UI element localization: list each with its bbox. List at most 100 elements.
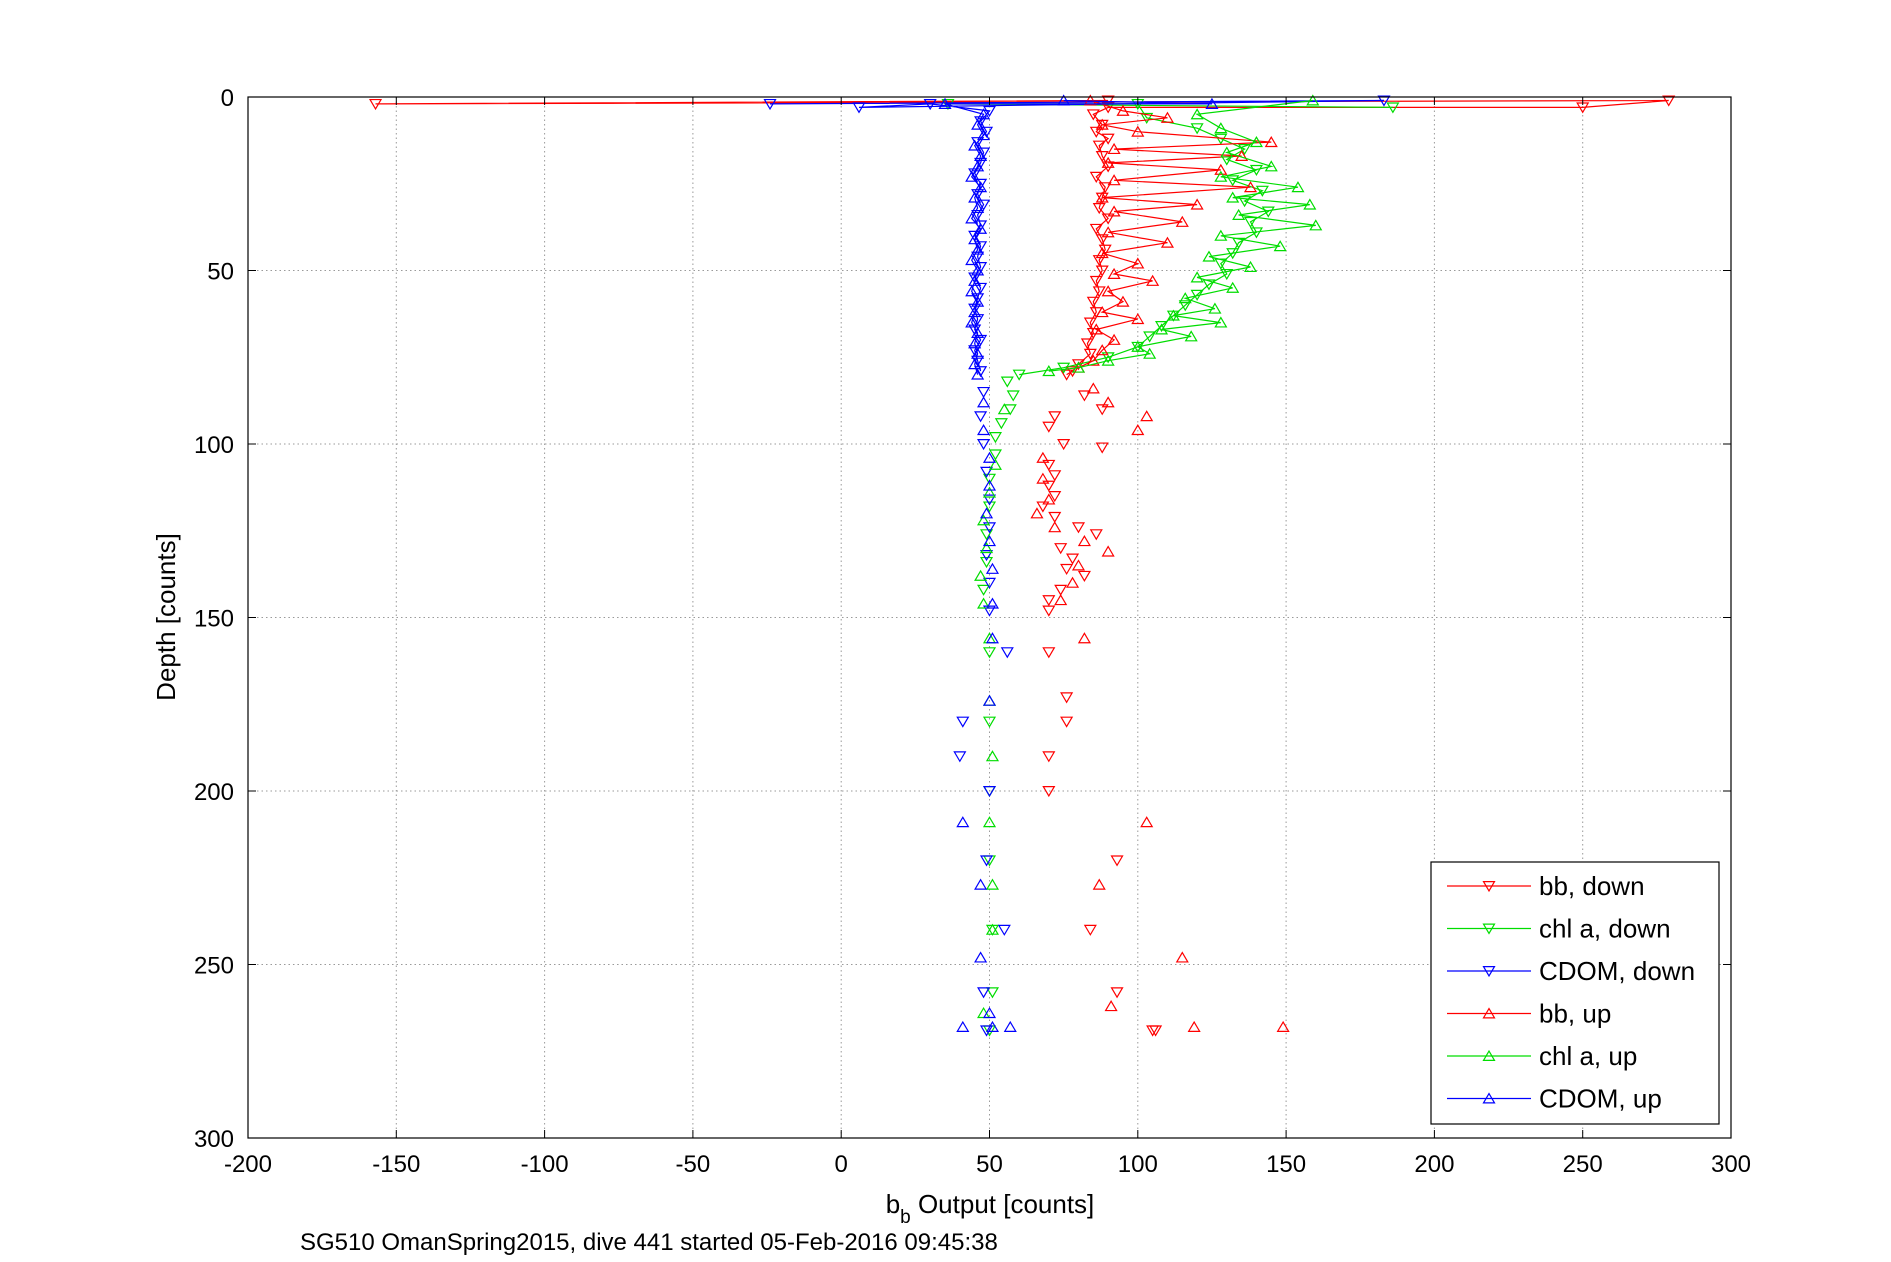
- legend-entry: chl a, up: [1539, 1041, 1637, 1071]
- y-tick-label: 150: [194, 606, 234, 633]
- data-point: [1060, 692, 1074, 704]
- data-point: [1264, 160, 1278, 172]
- data-point: [1060, 563, 1074, 576]
- data-point: [968, 230, 982, 242]
- data-point: [1095, 404, 1109, 416]
- data-point: [1101, 226, 1115, 238]
- data-point: [974, 181, 988, 193]
- data-point: [1190, 123, 1204, 135]
- data-point: [1054, 543, 1068, 555]
- data-point: [971, 160, 985, 172]
- data-point: [1057, 362, 1071, 374]
- data-point: [1184, 330, 1198, 342]
- data-point: [1086, 382, 1100, 394]
- data-point: [1107, 267, 1121, 279]
- data-point: [1131, 125, 1145, 137]
- data-point: [979, 507, 994, 519]
- legend-marker: [1482, 1007, 1496, 1019]
- data-point: [1166, 309, 1180, 321]
- data-point: [1146, 274, 1160, 286]
- data-point: [1092, 878, 1106, 890]
- caption: SG510 OmanSpring2015, dive 441 started 0…: [300, 1229, 998, 1256]
- series-line: [944, 99, 1213, 375]
- data-point: [1012, 369, 1026, 381]
- data-point: [1101, 102, 1115, 114]
- data-point: [1309, 219, 1323, 231]
- data-point: [985, 597, 1000, 609]
- data-point: [1000, 376, 1014, 388]
- data-point: [1154, 321, 1169, 333]
- data-point: [965, 285, 979, 297]
- data-point: [1291, 181, 1305, 193]
- data-point: [1042, 647, 1056, 659]
- data-point: [1095, 344, 1109, 356]
- data-point: [971, 368, 985, 380]
- data-point: [971, 295, 985, 307]
- data-point: [1042, 605, 1056, 617]
- data-point: [997, 403, 1011, 415]
- data-point: [1060, 369, 1074, 381]
- series-line: [769, 99, 1385, 372]
- data-point: [979, 466, 994, 478]
- data-point: [1249, 135, 1263, 148]
- data-point: [956, 816, 970, 828]
- data-point: [1095, 265, 1109, 277]
- data-point: [968, 337, 982, 349]
- data-point: [985, 923, 1000, 935]
- y-tick-label: 0: [221, 85, 234, 112]
- data-point: [1057, 439, 1071, 451]
- data-point: [988, 458, 1002, 470]
- data-point: [1098, 244, 1112, 256]
- data-point: [1101, 396, 1115, 408]
- data-point: [979, 529, 994, 541]
- y-tick-label: 50: [207, 259, 234, 286]
- data-point: [968, 306, 982, 318]
- data-point: [1220, 268, 1234, 281]
- data-point: [982, 647, 997, 659]
- data-point: [1243, 181, 1258, 193]
- data-point: [1042, 459, 1056, 471]
- data-point: [971, 201, 985, 214]
- data-point: [1226, 191, 1240, 203]
- data-point: [971, 251, 985, 263]
- data-point: [1048, 411, 1062, 423]
- data-point: [1054, 594, 1068, 606]
- data-point: [1243, 216, 1258, 229]
- data-point: [1048, 491, 1062, 503]
- data-point: [1214, 316, 1228, 328]
- data-point: [965, 316, 979, 328]
- x-axis-label: bb Output [counts]: [886, 1189, 1095, 1228]
- data-point: [979, 550, 994, 562]
- data-point: [1092, 140, 1106, 152]
- data-point: [1101, 352, 1115, 364]
- data-point: [971, 314, 985, 326]
- legend-entry: bb, down: [1539, 871, 1645, 901]
- series-6: [938, 94, 1219, 1032]
- data-point: [977, 147, 991, 159]
- data-point: [1042, 595, 1056, 607]
- data-point: [974, 222, 988, 234]
- data-point: [982, 494, 997, 506]
- data-point: [1092, 255, 1106, 267]
- data-point: [1140, 112, 1154, 124]
- data-point: [974, 241, 988, 253]
- data-point: [1089, 223, 1103, 235]
- data-point: [968, 274, 982, 286]
- data-point: [1089, 323, 1103, 335]
- legend-marker: [1482, 880, 1496, 893]
- data-point: [1205, 97, 1219, 109]
- data-point: [1261, 206, 1275, 218]
- data-point: [956, 1020, 970, 1032]
- data-point: [985, 750, 1000, 762]
- legend-box: [1430, 861, 1720, 1125]
- data-point: [968, 168, 982, 180]
- y-tick-label: 200: [194, 779, 234, 806]
- data-point: [1083, 317, 1097, 329]
- data-point: [1095, 191, 1109, 203]
- data-point: [971, 118, 985, 130]
- data-point: [997, 924, 1011, 936]
- data-point: [1065, 553, 1080, 565]
- data-point: [979, 541, 994, 554]
- data-point: [1178, 292, 1192, 304]
- data-point: [1107, 174, 1121, 186]
